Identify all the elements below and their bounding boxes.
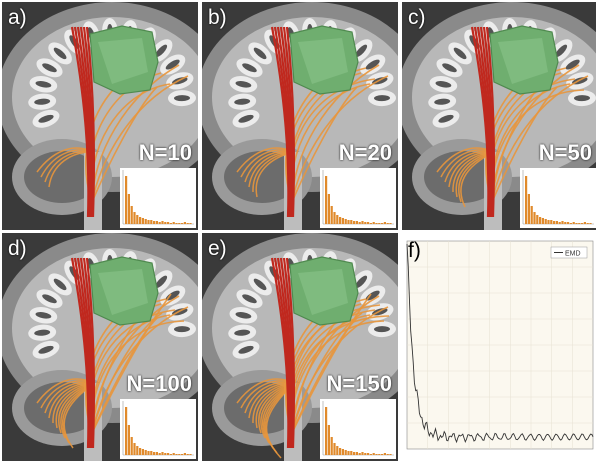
histogram-inset bbox=[320, 168, 396, 228]
brain-mri-image bbox=[2, 2, 198, 230]
sample-count-label: N=100 bbox=[126, 371, 192, 396]
legend-text: EMD bbox=[565, 251, 581, 258]
sample-count-label: N=150 bbox=[326, 371, 392, 396]
panel-label-f: f) bbox=[408, 239, 421, 262]
brain-mri-image bbox=[402, 2, 596, 230]
sample-count-label: N=20 bbox=[338, 140, 392, 165]
emd-line-chart: EMD bbox=[406, 240, 594, 450]
tractography-panel-b: b) N=20 bbox=[202, 2, 398, 230]
panel-label-b: b) bbox=[208, 6, 227, 29]
brain-mri-image bbox=[202, 2, 398, 230]
histogram-inset bbox=[520, 168, 596, 228]
tractography-panel-a: a) N=10 bbox=[2, 2, 198, 230]
panel-label-e: e) bbox=[208, 237, 227, 260]
tractography-panel-e: e) N=150 bbox=[202, 233, 398, 461]
tractography-panel-c: c) N=50 bbox=[402, 2, 596, 230]
emd-plot-panel: EMD f) bbox=[403, 233, 596, 461]
panel-label-c: c) bbox=[408, 6, 426, 29]
sample-count-label: N=50 bbox=[538, 140, 592, 165]
histogram-inset bbox=[120, 168, 196, 228]
panel-label-a: a) bbox=[8, 6, 27, 29]
panel-label-d: d) bbox=[8, 237, 27, 260]
tractography-panel-d: d) N=100 bbox=[2, 233, 198, 461]
histogram-inset bbox=[320, 399, 396, 459]
brain-mri-image bbox=[2, 233, 198, 461]
histogram-inset bbox=[120, 399, 196, 459]
sample-count-label: N=10 bbox=[138, 140, 192, 165]
